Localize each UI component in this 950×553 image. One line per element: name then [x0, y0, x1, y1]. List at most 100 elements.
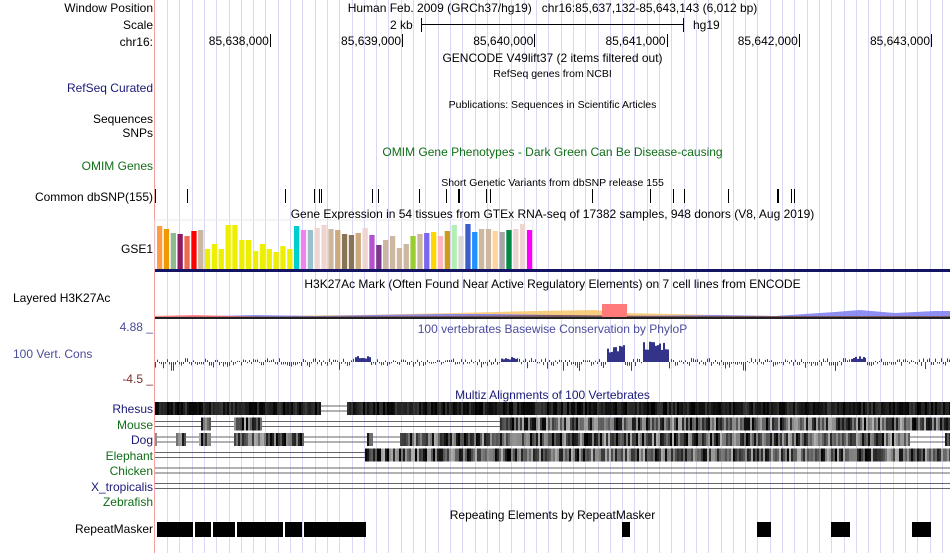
alignment-block — [633, 402, 635, 415]
repeatmasker-title[interactable]: Repeating Elements by RepeatMasker — [449, 508, 656, 522]
alignment-block — [817, 402, 819, 415]
alignment-block — [762, 433, 764, 446]
phylop-title[interactable]: 100 vertebrates Basewise Conservation by… — [417, 322, 688, 336]
phylop-bar-pos — [769, 360, 770, 362]
alignment-block — [897, 448, 899, 462]
alignment-block — [899, 402, 901, 415]
multiz-title[interactable]: Multiz Alignments of 100 Vertebrates — [455, 388, 650, 402]
alignment-block — [820, 433, 822, 446]
phylop-label[interactable]: 100 Vert. Cons — [13, 347, 93, 361]
alignment-block — [763, 402, 765, 415]
phylop-bar-neg — [869, 362, 870, 366]
species-label[interactable]: Zebrafish — [102, 495, 153, 509]
alignment-block — [229, 402, 231, 415]
alignment-block — [815, 448, 817, 462]
dbsnp-title[interactable]: Short Genetic Variants from dbSNP releas… — [441, 177, 664, 189]
alignment-block — [862, 417, 864, 431]
alignment-block — [588, 433, 590, 446]
alignment-block — [835, 448, 837, 462]
alignment-block — [612, 417, 614, 431]
alignment-block — [296, 433, 298, 446]
species-label[interactable]: X_tropicalis — [90, 479, 153, 494]
alignment-block — [576, 433, 578, 446]
gencode-title[interactable]: GENCODE V49lift37 (2 items filtered out) — [442, 51, 663, 65]
repeatmasker-label[interactable]: RepeatMasker — [74, 522, 153, 536]
species-label[interactable]: Mouse — [116, 417, 153, 432]
gtex-tissue-bar — [410, 236, 416, 269]
scale-label: Scale — [122, 18, 153, 32]
alignment-block — [909, 402, 911, 415]
phylop-track[interactable] — [155, 330, 950, 385]
alignment-block — [520, 417, 522, 431]
alignment-block — [542, 417, 544, 431]
species-label[interactable]: Elephant — [105, 448, 153, 463]
alignment-block — [237, 402, 239, 415]
phylop-bar-neg — [915, 362, 916, 364]
alignment-block — [669, 402, 671, 415]
alignment-block — [544, 417, 546, 431]
h3k27ac-track[interactable] — [155, 295, 950, 320]
phylop-bar-neg — [521, 362, 522, 365]
alignment-block — [469, 402, 471, 415]
alignment-block — [558, 433, 560, 446]
alignment-block — [649, 448, 651, 462]
alignment-block — [181, 402, 183, 415]
snps-label[interactable]: SNPs — [122, 126, 153, 140]
dbsnp-label[interactable]: Common dbSNP(155) — [34, 190, 153, 204]
alignment-block — [896, 417, 898, 431]
alignment-block — [620, 433, 622, 446]
phylop-bar-pos — [685, 360, 686, 362]
alignment-block — [514, 433, 516, 446]
gtex-title[interactable]: Gene Expression in 54 tissues from GTEx … — [290, 207, 815, 221]
alignment-block — [851, 448, 853, 462]
alignment-block — [818, 417, 820, 431]
alignment-block — [274, 433, 276, 446]
gtex-tissue-bar — [170, 233, 176, 269]
alignment-block — [755, 448, 757, 462]
phylop-bar-neg — [937, 362, 938, 364]
gtex-tissue-bar — [513, 229, 519, 269]
phylop-bar-pos — [177, 360, 178, 362]
omim-title[interactable]: OMIM Gene Phenotypes - Dark Green Can Be… — [382, 145, 723, 159]
repeatmasker-track[interactable] — [155, 520, 950, 540]
h3k27ac-title[interactable]: H3K27Ac Mark (Often Found Near Active Re… — [304, 277, 801, 291]
species-label[interactable]: Dog — [130, 433, 153, 447]
alignment-block — [937, 402, 939, 415]
phylop-bar-pos — [665, 349, 667, 362]
gtex-label[interactable]: GSE1 — [120, 242, 153, 256]
species-label[interactable]: Rhesus — [112, 402, 153, 416]
species-label[interactable]: Chicken — [109, 464, 153, 478]
h3k27ac-label[interactable]: Layered H3K27Ac — [13, 291, 111, 305]
gtex-tissue-bar — [437, 236, 444, 269]
publications-label[interactable]: Sequences — [92, 112, 153, 126]
alignment-block — [621, 448, 623, 462]
alignment-block — [470, 433, 472, 446]
alignment-block — [863, 402, 865, 415]
alignment-block — [583, 448, 585, 462]
alignment-block — [272, 433, 274, 446]
alignment-block — [737, 402, 739, 415]
refseq-title[interactable]: RefSeq genes from NCBI — [493, 68, 612, 80]
alignment-block — [530, 433, 532, 446]
alignment-block — [505, 402, 507, 415]
alignment-block — [486, 433, 488, 446]
alignment-block — [176, 433, 178, 446]
alignment-block — [762, 417, 764, 431]
omim-label[interactable]: OMIM Genes — [81, 159, 153, 173]
alignment-block — [422, 433, 424, 446]
dbsnp-track[interactable] — [155, 188, 950, 204]
alignment-block — [839, 448, 841, 462]
alignment-block — [728, 417, 730, 431]
gtex-track[interactable] — [154, 219, 950, 273]
alignment-block — [861, 402, 863, 415]
alignment-block — [682, 433, 684, 446]
alignment-block — [654, 417, 656, 431]
alignment-block — [510, 433, 512, 446]
refseq-label[interactable]: RefSeq Curated — [66, 81, 153, 95]
alignment-block — [826, 433, 828, 446]
publications-title[interactable]: Publications: Sequences in Scientific Ar… — [448, 99, 657, 111]
alignment-block — [453, 448, 455, 462]
multiz-track[interactable] — [155, 400, 950, 500]
alignment-block — [695, 402, 697, 415]
alignment-block — [797, 402, 799, 415]
